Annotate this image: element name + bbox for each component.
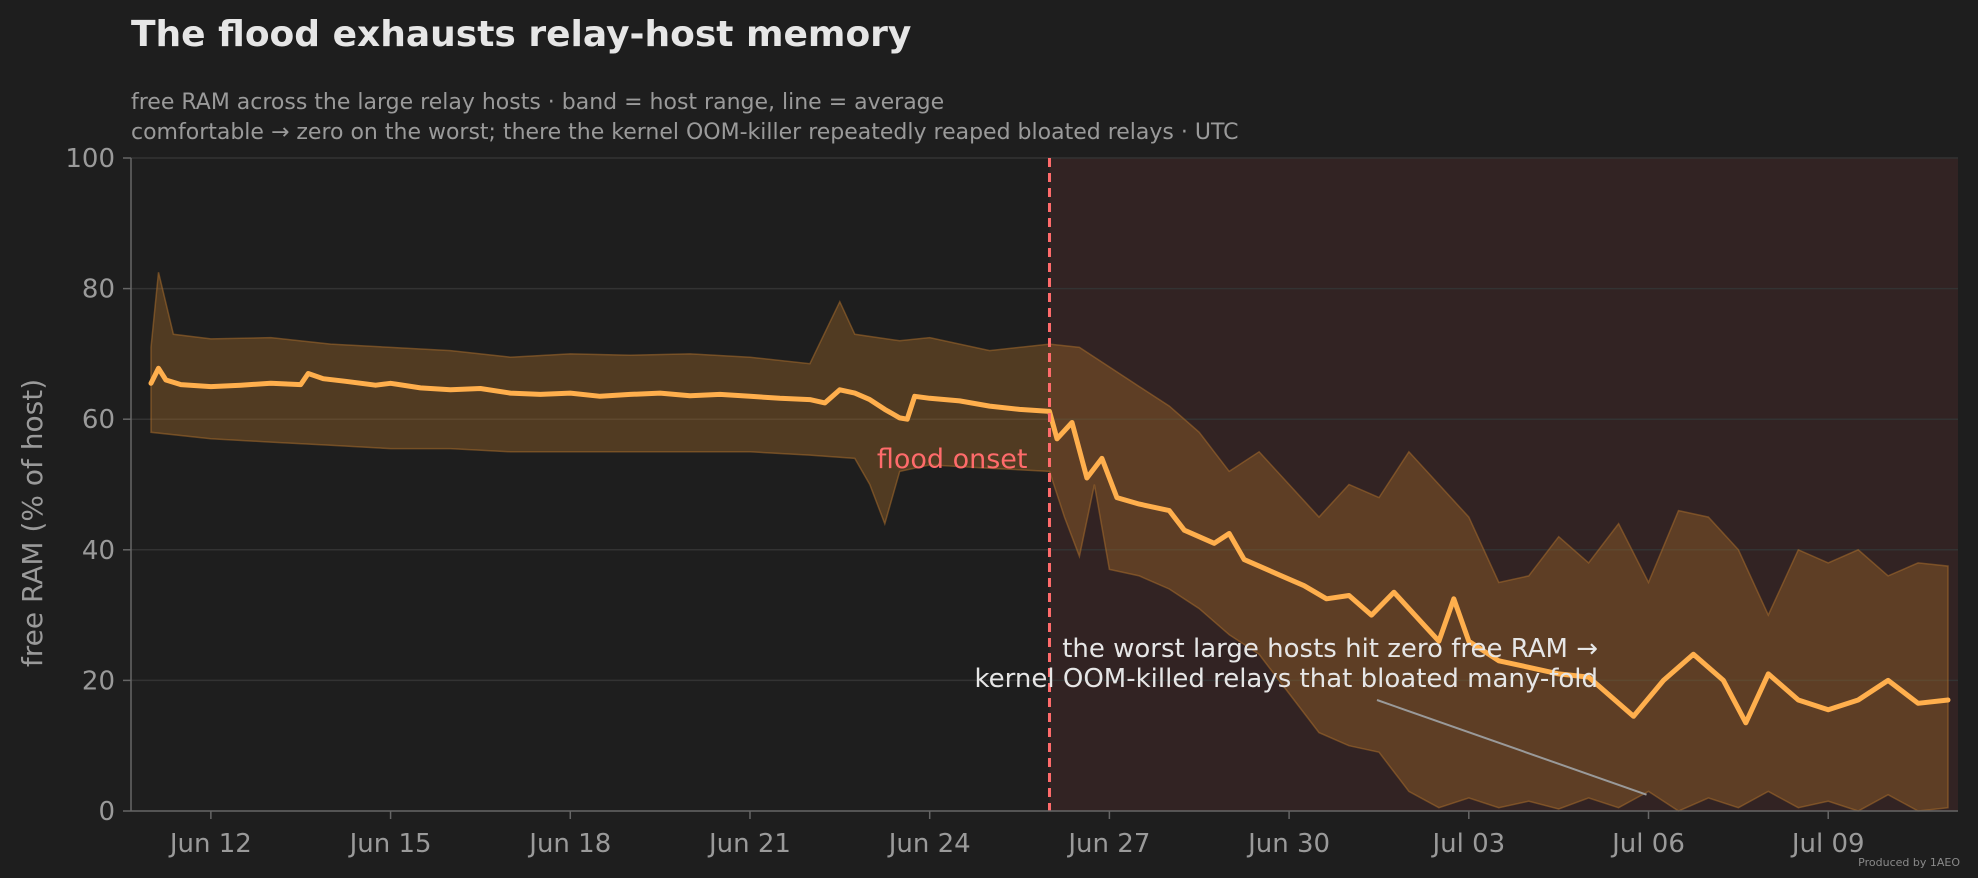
- x-tick-label: Jun 12: [168, 829, 252, 859]
- host-range-band: [150, 272, 1949, 812]
- x-tick-label: Jul 06: [1610, 829, 1685, 859]
- annotation-line-1: the worst large hosts hit zero free RAM …: [1062, 634, 1598, 664]
- x-tick-label: Jun 15: [348, 829, 432, 859]
- credit-text: Produced by 1AEO: [1858, 856, 1960, 869]
- y-tick-label: 100: [65, 144, 115, 174]
- gridlines: [131, 157, 1958, 682]
- annotation-line-2: kernel OOM-killed relays that bloated ma…: [975, 664, 1598, 694]
- x-tick-label: Jun 21: [707, 829, 791, 859]
- y-tick-label: 80: [82, 275, 115, 305]
- y-axis-label: free RAM (% of host): [16, 379, 49, 667]
- x-tick-label: Jun 24: [887, 829, 971, 859]
- x-tick-label: Jul 09: [1790, 829, 1865, 859]
- y-tick-label: 40: [82, 536, 115, 566]
- chart-subtitle-line-1: free RAM across the large relay hosts · …: [131, 90, 944, 115]
- average-line: [148, 365, 1951, 726]
- axes: [130, 158, 1958, 812]
- y-axis-ticks: 0 20 40 60 80 100: [65, 144, 131, 827]
- x-tick-label: Jun 30: [1246, 829, 1330, 859]
- annotation-arrow: [1376, 699, 1647, 796]
- flood-onset-label: flood onset: [877, 444, 1028, 475]
- y-tick-label: 60: [82, 405, 115, 435]
- y-tick-label: 0: [98, 797, 115, 827]
- y-tick-label: 20: [82, 666, 115, 696]
- plot-area: flood onset the worst large hosts hit ze…: [65, 144, 1958, 859]
- x-tick-label: Jun 18: [527, 829, 611, 859]
- chart-title: The flood exhausts relay-host memory: [131, 14, 911, 55]
- chart-subtitle-line-2: comfortable → zero on the worst; there t…: [131, 120, 1238, 145]
- x-tick-label: Jul 03: [1430, 829, 1505, 859]
- x-tick-label: Jun 27: [1066, 829, 1150, 859]
- x-axis-ticks: Jun 12 Jun 15 Jun 18 Jun 21 Jun 24 Jun 27 Jun …: [168, 811, 1865, 859]
